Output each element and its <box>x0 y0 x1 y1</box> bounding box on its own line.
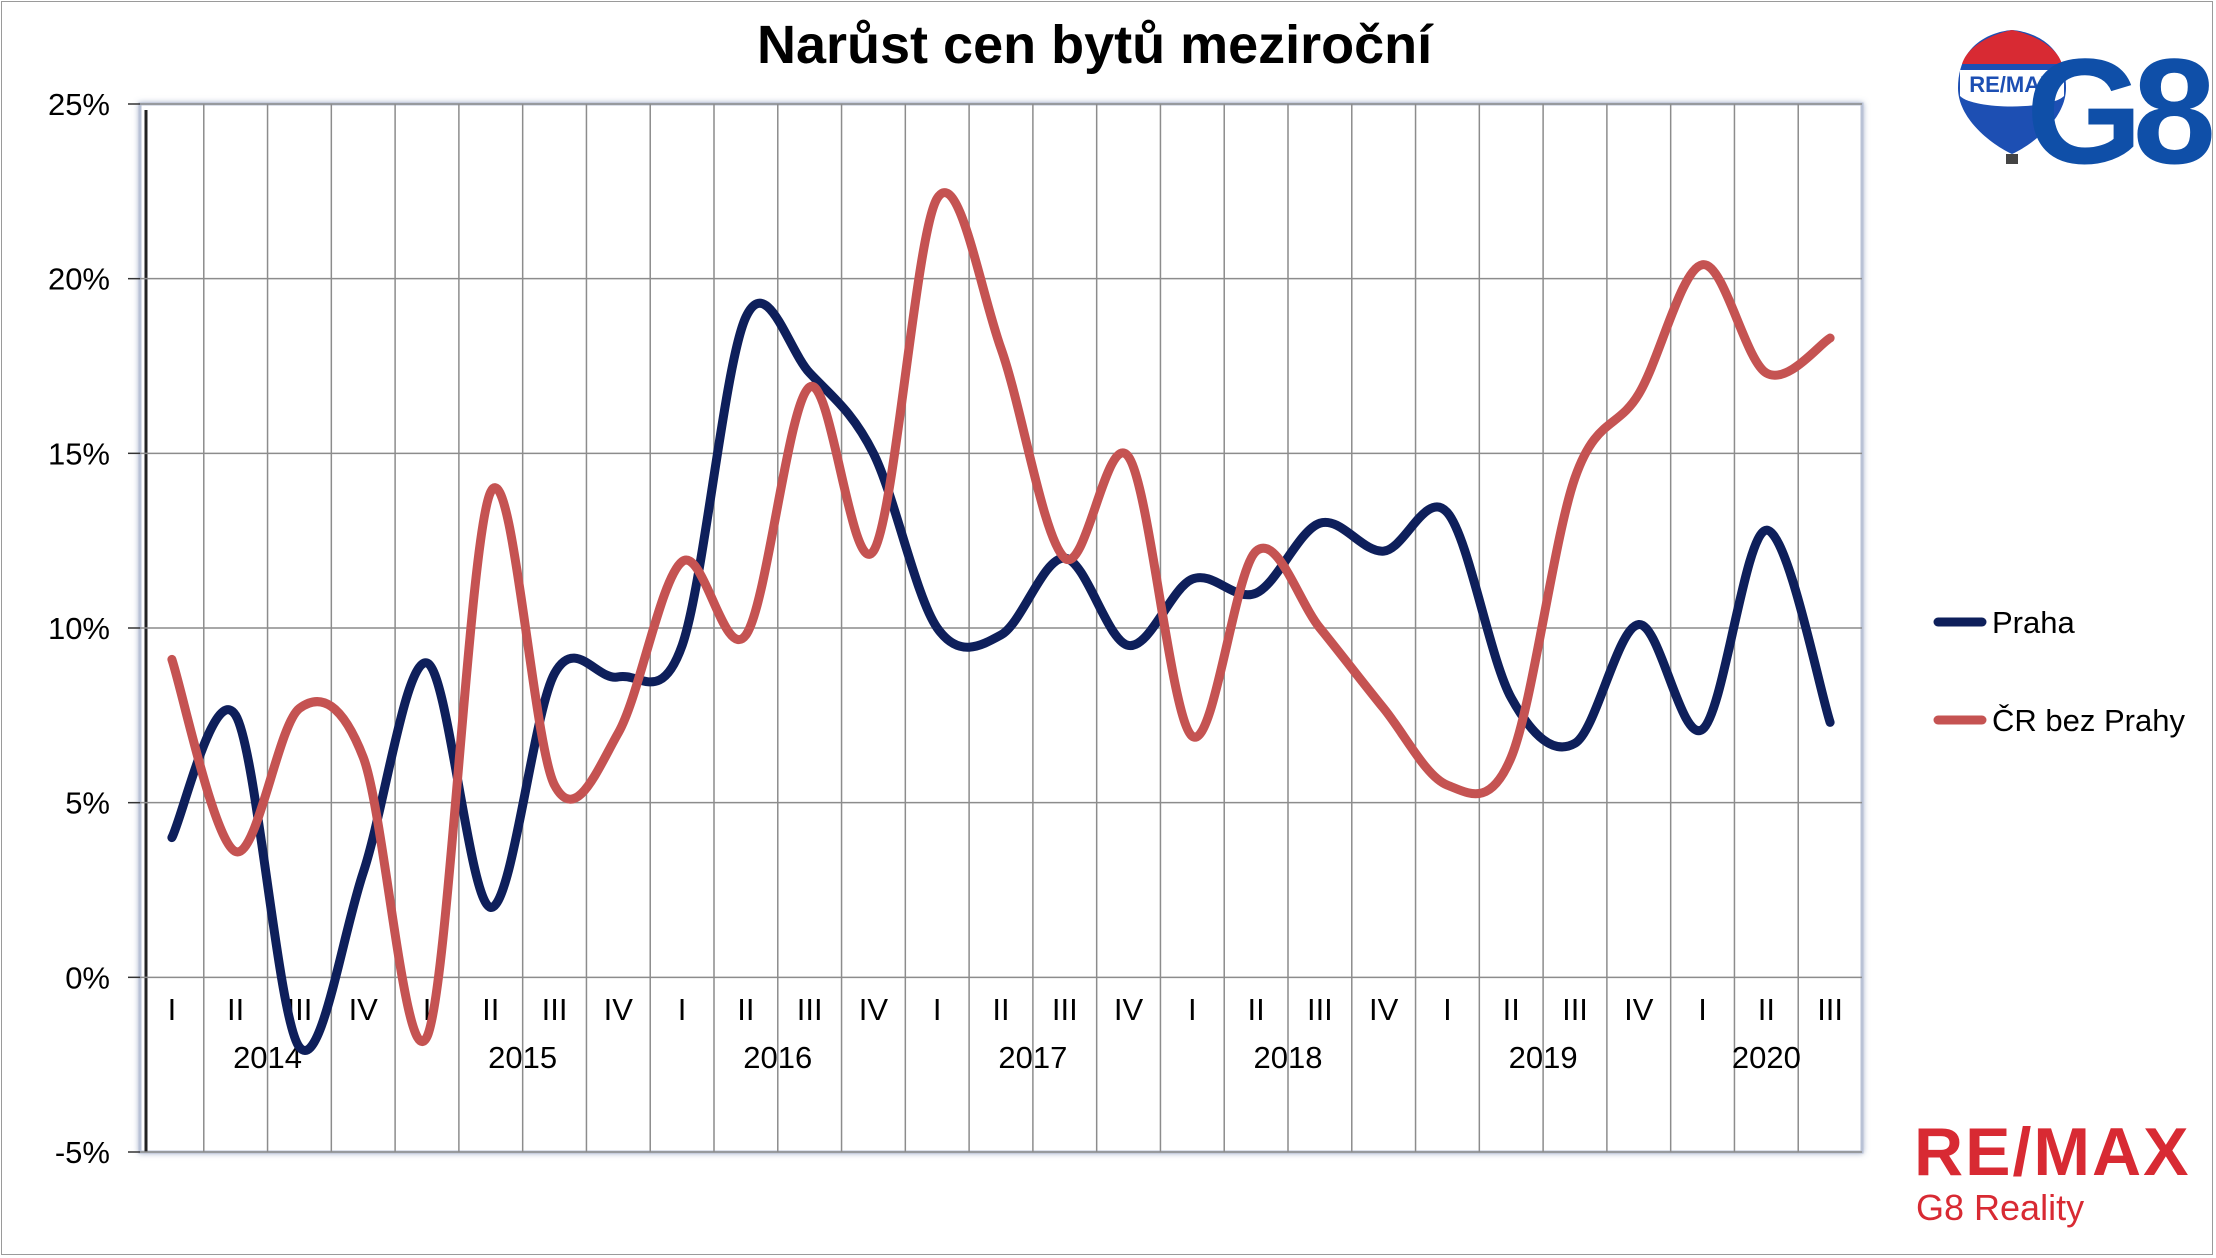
x-tick-label: II <box>1503 992 1520 1027</box>
x-tick-label: II <box>992 992 1009 1027</box>
x-tick-label: I <box>168 992 177 1027</box>
x-tick-label: IV <box>1369 992 1399 1027</box>
legend-label: Praha <box>1992 605 2075 640</box>
y-tick-label: 0% <box>65 960 110 995</box>
chart-title: Narůst cen bytů meziroční <box>757 15 1433 75</box>
y-tick-label: 10% <box>48 611 110 646</box>
x-tick-label: I <box>933 992 942 1027</box>
x-tick-label: II <box>227 992 244 1027</box>
x-year-label: 2020 <box>1732 1040 1801 1075</box>
y-tick-label: 25% <box>48 87 110 122</box>
balloon-text: RE/MAX <box>1969 72 2055 97</box>
x-tick-label: II <box>737 992 754 1027</box>
x-year-label: 2016 <box>743 1040 812 1075</box>
x-tick-label: III <box>1307 992 1333 1027</box>
x-tick-label: II <box>1247 992 1264 1027</box>
remax-logo-text: RE/MAX <box>1914 1114 2191 1190</box>
x-tick-label: IV <box>349 992 379 1027</box>
x-year-label: 2015 <box>488 1040 557 1075</box>
y-tick-label: 5% <box>65 786 110 821</box>
x-year-label: 2018 <box>1254 1040 1323 1075</box>
x-tick-label: III <box>797 992 823 1027</box>
x-tick-label: III <box>1562 992 1588 1027</box>
remax-balloon-logo: RE/MAX <box>1958 30 2066 164</box>
g8-logo: G8 <box>2026 27 2216 195</box>
x-year-label: 2017 <box>998 1040 1067 1075</box>
remax-subtitle: G8 Reality <box>1916 1187 2085 1228</box>
x-tick-label: I <box>678 992 687 1027</box>
x-year-label: 2019 <box>1509 1040 1578 1075</box>
x-tick-label: IV <box>1114 992 1144 1027</box>
y-tick-label: 20% <box>48 262 110 297</box>
x-tick-label: IV <box>1624 992 1654 1027</box>
x-tick-label: II <box>482 992 499 1027</box>
x-tick-label: I <box>1188 992 1197 1027</box>
x-tick-label: III <box>1052 992 1078 1027</box>
x-tick-label: I <box>423 992 432 1027</box>
series-line-cr-bez-prahy <box>167 188 1835 1046</box>
x-tick-label: III <box>1817 992 1843 1027</box>
x-tick-label: II <box>1758 992 1775 1027</box>
x-tick-label: IV <box>859 992 889 1027</box>
legend-label: ČR bez Prahy <box>1992 703 2185 738</box>
x-tick-label: III <box>542 992 568 1027</box>
x-tick-label: I <box>1698 992 1707 1027</box>
x-year-label: 2014 <box>233 1040 302 1075</box>
y-tick-label: -5% <box>55 1135 110 1170</box>
y-tick-label: 15% <box>48 436 110 471</box>
x-tick-label: IV <box>604 992 634 1027</box>
x-tick-label: I <box>1443 992 1452 1027</box>
